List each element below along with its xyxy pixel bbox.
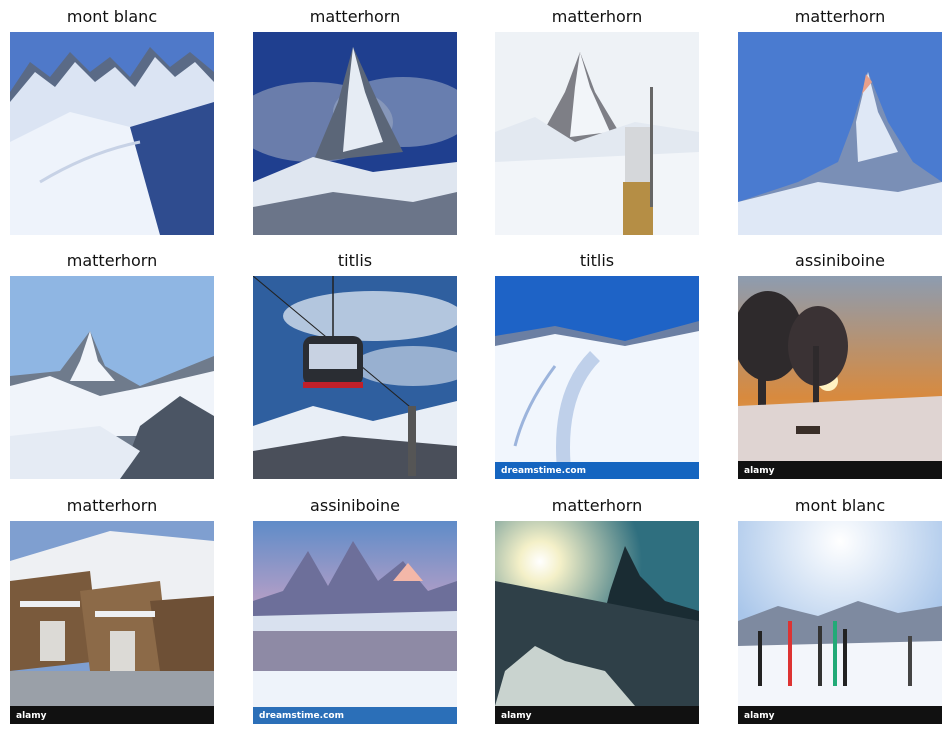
- mountain-photo: [253, 276, 457, 479]
- watermark-text: alamy: [744, 711, 775, 721]
- image-label: titlis: [579, 251, 615, 270]
- mountain-photo: [495, 32, 699, 235]
- image-label: matterhorn: [794, 7, 886, 26]
- mountain-photo: alamy: [10, 521, 214, 724]
- image-label: titlis: [337, 251, 373, 270]
- image-label: matterhorn: [551, 7, 643, 26]
- mountain-photo: alamy: [738, 521, 942, 724]
- mountain-photo: [10, 32, 214, 235]
- image-label: matterhorn: [309, 7, 401, 26]
- mountain-photo: [10, 276, 214, 479]
- mountain-photo: [253, 32, 457, 235]
- image-label: mont blanc: [66, 7, 158, 26]
- image-label: matterhorn: [551, 496, 643, 515]
- image-label: assiniboine: [310, 496, 400, 515]
- watermark-text: dreamstime.com: [259, 711, 344, 721]
- mountain-photo: [738, 32, 942, 235]
- image-label: matterhorn: [66, 251, 158, 270]
- mountain-photo: alamy: [738, 276, 942, 479]
- watermark-text: dreamstime.com: [501, 466, 586, 476]
- image-label: assiniboine: [795, 251, 885, 270]
- watermark-text: alamy: [744, 466, 775, 476]
- image-label: mont blanc: [794, 496, 886, 515]
- image-label: matterhorn: [66, 496, 158, 515]
- watermark-text: alamy: [16, 711, 47, 721]
- watermark-text: alamy: [501, 711, 532, 721]
- mountain-photo: dreamstime.com: [253, 521, 457, 724]
- mountain-photo: dreamstime.com: [495, 276, 699, 479]
- mountain-photo: alamy: [495, 521, 699, 724]
